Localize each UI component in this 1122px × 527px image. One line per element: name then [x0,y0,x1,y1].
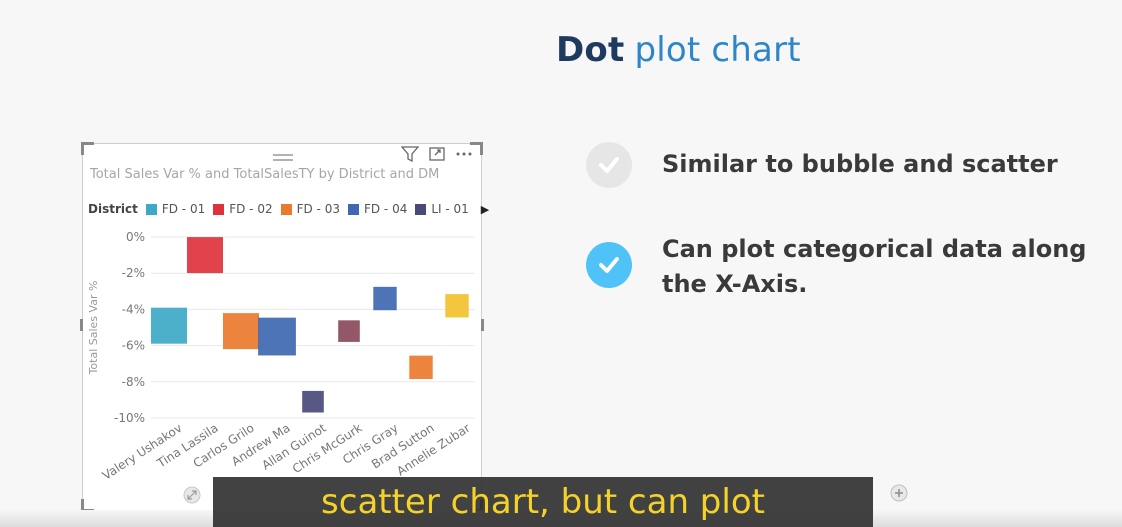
check-circle-icon [586,142,632,188]
slide-title-light: plot chart [634,30,801,70]
bullet-item: Can plot categorical data along the X-Ax… [586,232,1086,302]
data-point-marker [338,320,360,342]
visual-title: Total Sales Var % and TotalSalesTY by Di… [90,167,440,182]
legend-swatch [145,203,157,215]
bullet-text-line: Can plot categorical data along [662,235,1087,263]
resize-handle[interactable] [470,142,483,155]
legend-label: FD - 01 [161,202,206,216]
y-tick-label: 0% [126,230,145,244]
data-point-marker [302,390,324,413]
legend-label: FD - 04 [363,202,408,216]
data-point-marker [373,286,397,311]
subtitle-caption: scatter chart, but can plot [213,477,873,527]
zoom-in-icon[interactable] [889,483,909,507]
resize-handle[interactable] [481,319,484,331]
resize-handle[interactable] [80,319,83,331]
expand-icon[interactable] [183,486,201,508]
more-options-icon[interactable] [455,151,473,157]
legend-item[interactable]: LI - 01 [415,202,469,216]
caption-text: scatter chart, but can plot [321,482,765,522]
data-point-marker [223,313,259,350]
legend-label: FD - 02 [229,202,273,216]
focus-mode-icon[interactable] [429,147,445,161]
bullet-text-line: Similar to bubble and scatter [662,150,1058,178]
legend-swatch [347,203,359,215]
legend-item[interactable]: FD - 03 [280,202,340,216]
y-tick-label: -6% [122,339,145,353]
slide-title: Dot plot chart [556,30,801,70]
chart-visual[interactable]: Total Sales Var % and TotalSalesTY by Di… [80,142,489,512]
legend-next-arrow-icon[interactable]: ▶ [480,202,490,216]
legend-item[interactable]: FD - 04 [347,202,408,216]
legend-title: District [88,202,138,216]
slide-title-bold: Dot [556,30,625,70]
bullet-text-line: the X-Axis. [662,270,808,298]
chart-legend: District FD - 01 FD - 02 FD - 03 FD - 04… [88,202,489,216]
check-circle-icon [586,242,632,288]
bullet-item: Similar to bubble and scatter [586,142,1058,188]
legend-label: LI - 01 [431,202,469,216]
legend-swatch [213,203,225,215]
data-point-marker [445,294,469,318]
legend-item[interactable]: FD - 02 [213,202,273,216]
drag-handle-icon[interactable] [273,148,293,167]
legend-label: FD - 03 [296,202,340,216]
data-point-marker [258,317,296,356]
y-tick-label: -4% [122,302,145,316]
y-axis-label: Total Sales Var % [87,281,100,376]
legend-item[interactable]: FD - 01 [145,202,206,216]
y-tick-label: -8% [122,375,145,389]
legend-swatch [415,203,427,215]
y-tick-label: -2% [122,266,145,280]
filter-icon[interactable] [401,146,419,162]
y-tick-label: -10% [114,411,145,425]
data-point-marker [187,237,223,274]
data-point-marker [409,355,433,380]
data-point-marker [151,307,187,344]
legend-swatch [280,203,292,215]
chart-plot-area: 0%-2%-4%-6%-8%-10%Total Sales Var %Valer… [87,230,475,483]
resize-handle[interactable] [81,142,94,155]
